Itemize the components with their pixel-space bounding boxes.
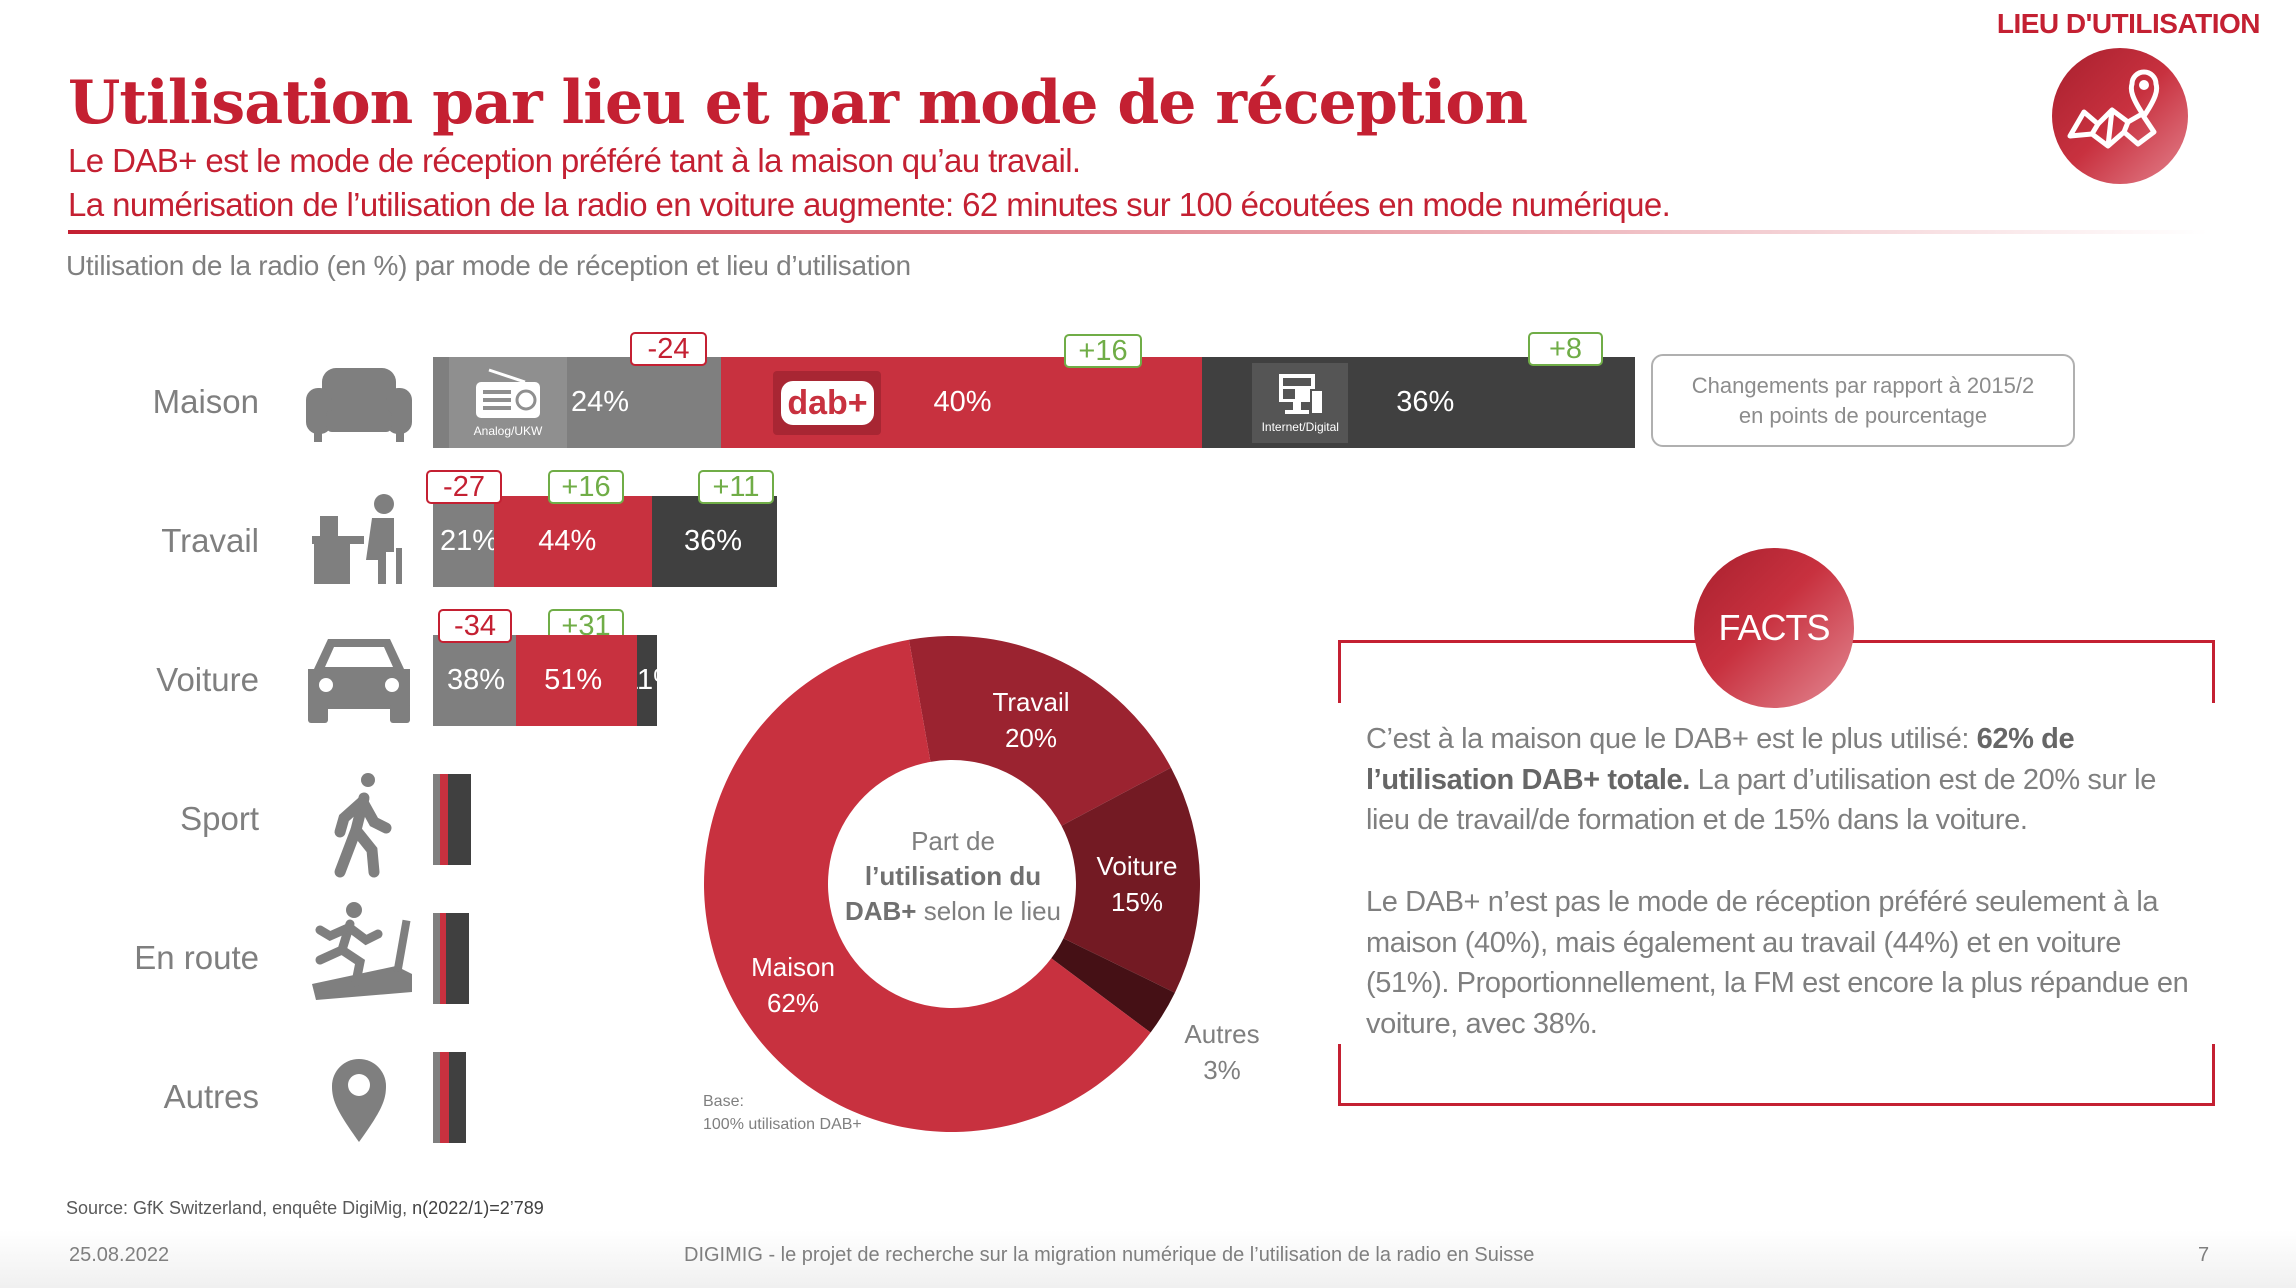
facts-paragraph-2: Le DAB+ n’est pas le mode de réception p… (1366, 886, 2189, 1040)
row-label-maison: Maison (152, 383, 259, 420)
bar-segment-fm: 21% (433, 496, 495, 587)
change-badge: -34 (438, 609, 512, 643)
donut-center-label: Part de l’utilisation du DAB+ selon le l… (844, 826, 1062, 926)
bar-autres (433, 1052, 466, 1143)
dab-logo-icon: dab+ (773, 370, 882, 435)
radio-icon: Analog/UKW (449, 357, 567, 448)
row-label-voiture: Voiture (156, 661, 259, 698)
change-badge: -24 (630, 332, 707, 366)
value-label: 24% (571, 386, 630, 418)
mode-label-analog: Analog/UKW (473, 423, 543, 438)
treadmill-runner-icon (312, 902, 412, 1000)
value-label: 40% (933, 386, 992, 418)
row-label-sport: Sport (180, 800, 259, 837)
car-icon (308, 639, 410, 723)
page-title: Utilisation par lieu et par mode de réce… (68, 68, 1528, 138)
donut-slice-travail (908, 636, 1171, 826)
facts-frame-bottom (1338, 1103, 2215, 1106)
page-number: 7 (2198, 1244, 2210, 1266)
base-note: Base: 100% utilisation DAB+ (703, 1093, 862, 1133)
row-label-autres: Autres (163, 1078, 259, 1115)
bar-segment-internet: Internet/Digital 36% (1202, 357, 1635, 448)
bar-maison: Analog/UKW 24% dab+ 40% Internet/Digital… (433, 357, 1635, 448)
value-label: 21% (440, 525, 495, 557)
footer-bar (0, 1230, 2296, 1288)
legend-note-line: Changements par rapport à 2015/2 (1691, 372, 2035, 398)
bar-segment-fm: Analog/UKW 24% (433, 357, 722, 448)
value-label: 38% (447, 664, 506, 696)
value-label: 36% (1396, 386, 1455, 418)
bar-sport (433, 774, 471, 865)
section-label: LIEU D'UTILISATION (1996, 8, 2261, 39)
chart-title: Utilisation de la radio (en %) par mode … (66, 250, 911, 281)
facts-frame-left-bottom (1338, 1044, 1341, 1106)
bar-segment-dab: 51% (516, 635, 637, 726)
facts-frame-left (1338, 640, 1341, 703)
computer-icon: Internet/Digital (1252, 362, 1349, 443)
change-badge: +11 (698, 470, 774, 504)
change-badge: -27 (426, 470, 502, 504)
bar-segment-fm (433, 1052, 440, 1143)
value-label: 36% (683, 525, 743, 557)
source-note: Source: GfK Switzerland, enquête DigiMig… (66, 1198, 544, 1218)
bar-en-route (433, 913, 469, 1004)
bar-segment-internet: 36% (651, 496, 777, 587)
slice-label-voiture: Voiture 15% (1096, 851, 1178, 917)
bar-segment-dab (440, 774, 448, 865)
bar-segment-internet: 11% (636, 635, 657, 726)
bar-travail: 21% 44% 36% (433, 496, 777, 587)
office-worker-icon (312, 494, 402, 584)
slice-label-travail: Travail 20% (992, 687, 1070, 753)
row-label-en-route: En route (134, 939, 259, 976)
bar-segment-dab: 44% (494, 496, 652, 587)
bar-segment-dab (440, 913, 446, 1004)
bar-segment-dab (440, 1052, 449, 1143)
row-label-travail: Travail (161, 522, 259, 559)
bar-segment-fm (433, 913, 440, 1004)
donut-slice-maison (703, 639, 1151, 1133)
bar-segment-dab: dab+ 40% (721, 357, 1203, 448)
bar-segment-internet (446, 913, 469, 1004)
legend-note: Changements par rapport à 2015/2 en poin… (1651, 354, 2075, 447)
walking-person-icon (334, 773, 392, 878)
bar-voiture: 38% 51% 11% (433, 635, 657, 726)
bar-segment-fm (433, 774, 440, 865)
facts-frame-right-bottom (2212, 1044, 2215, 1106)
subtitle-line-1: Le DAB+ est le mode de réception préféré… (68, 142, 1081, 179)
change-badge: +16 (548, 470, 624, 504)
value-label: 11% (636, 664, 657, 696)
facts-frame-right (2212, 640, 2215, 703)
slice-label-maison: Maison 62% (751, 952, 835, 1018)
donut-slice-autres (1051, 938, 1175, 1033)
value-label: 44% (538, 525, 597, 557)
slice-label-autres: Autres 3% (1184, 1019, 1260, 1085)
title-divider (68, 230, 2208, 234)
facts-badge: FACTS (1694, 548, 1854, 708)
bar-segment-internet (449, 1052, 466, 1143)
bar-segment-fm: 38% (433, 635, 517, 726)
facts-paragraph-1: C’est à la maison que le DAB+ est le plu… (1366, 723, 2156, 836)
donut-slice-voiture (1061, 767, 1200, 993)
footer-date: 25.08.2022 (69, 1244, 170, 1266)
legend-note-line: en points de pourcentage (1738, 402, 1988, 428)
change-badge: +16 (1064, 334, 1142, 368)
map-pin-icon (2052, 48, 2188, 184)
mode-label-internet: Internet/Digital (1261, 419, 1339, 434)
change-badge: +8 (1528, 332, 1603, 366)
subtitle-line-2: La numérisation de l’utilisation de la r… (68, 186, 1671, 223)
value-label: 51% (544, 664, 603, 696)
bar-segment-internet (448, 774, 471, 865)
footer-center-text: DIGIMIG - le projet de recherche sur la … (684, 1244, 1535, 1266)
location-pin-icon (332, 1059, 386, 1142)
sofa-icon (306, 368, 412, 442)
